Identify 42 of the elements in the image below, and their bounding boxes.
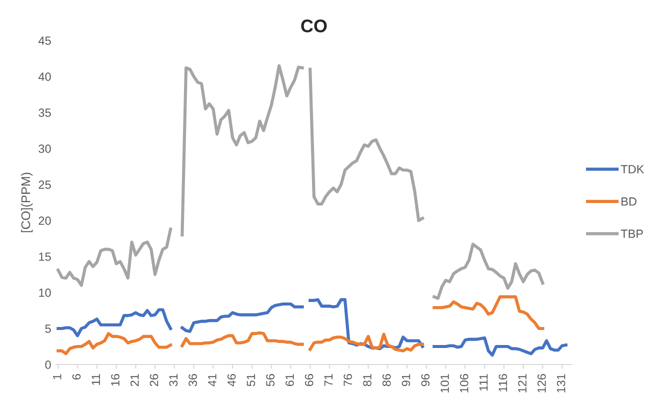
chart-title: CO: [301, 20, 327, 32]
legend-label: BD: [622, 197, 636, 206]
x-tick-label: 86: [382, 374, 391, 386]
x-tick-label: 66: [304, 374, 314, 386]
x-tick-label: 101: [440, 374, 449, 392]
y-tick-label: 40: [38, 72, 51, 81]
x-tick-label: 41: [208, 374, 216, 386]
x-tick-label: 76: [344, 374, 352, 386]
y-tick-label: 30: [38, 144, 51, 153]
y-axis-title: [CO](PPM): [20, 172, 33, 232]
x-tick-label: 61: [286, 374, 294, 386]
y-tick-label: 35: [38, 108, 51, 117]
x-tick-label: 56: [266, 374, 274, 386]
x-tick-label: 31: [169, 374, 178, 386]
x-tick-label: 131: [556, 374, 566, 392]
x-tick-label: 71: [324, 374, 333, 386]
x-tick-label: 126: [538, 374, 546, 392]
x-tick-label: 116: [498, 374, 508, 392]
x-tick-label: 81: [363, 374, 372, 386]
legend-label: TBP: [620, 230, 643, 238]
y-tick-label: 10: [39, 288, 51, 297]
x-tick-label: 121: [518, 374, 526, 392]
x-tick-label: 46: [227, 374, 236, 386]
x-tick-label: 106: [460, 374, 468, 392]
x-tick-label: 36: [188, 374, 197, 386]
x-tick-label: 11: [92, 374, 100, 385]
x-tick-label: 111: [479, 374, 488, 391]
x-tick-label: 1: [53, 374, 62, 380]
x-tick-label: 16: [111, 374, 120, 386]
x-tick-label: 26: [150, 374, 158, 386]
x-tick-label: 6: [72, 374, 81, 380]
y-tick-label: 5: [45, 324, 51, 333]
y-tick-label: 45: [38, 36, 51, 45]
x-tick-label: 96: [421, 374, 430, 386]
x-tick-label: 51: [246, 374, 256, 386]
y-tick-label: 25: [38, 180, 51, 189]
x-tick-label: 21: [130, 374, 139, 386]
legend-label: TDK: [620, 165, 644, 174]
x-tick-label: 91: [402, 374, 410, 386]
y-tick-label: 0: [45, 360, 51, 369]
y-tick-label: 20: [38, 216, 51, 225]
y-tick-label: 15: [39, 252, 51, 261]
